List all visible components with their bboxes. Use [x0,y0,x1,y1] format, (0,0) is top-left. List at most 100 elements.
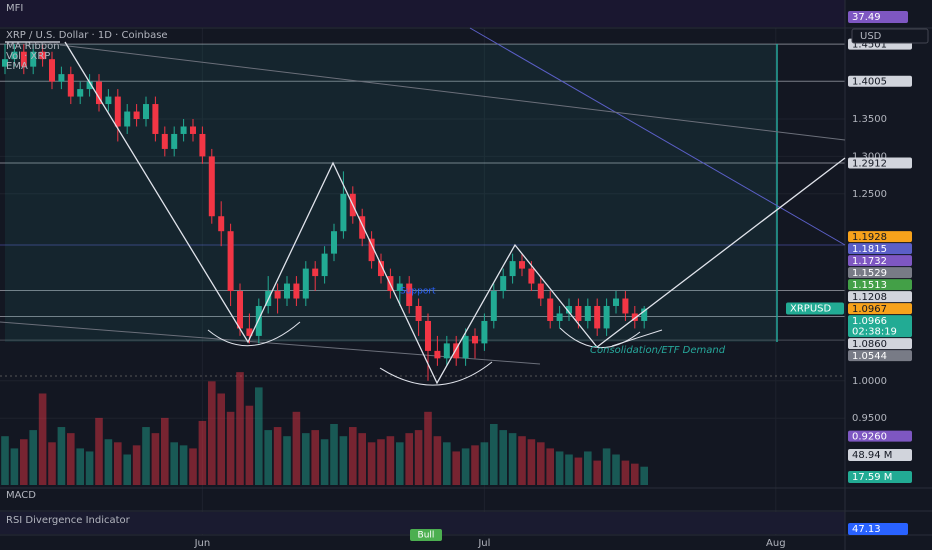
volume-bar [76,448,84,485]
pane-badge-label: 37.49 [852,12,881,23]
candle-body [190,126,196,134]
volume-bar [292,411,301,485]
volume-bar [123,454,131,485]
price-badge [848,350,912,362]
currency: USD [860,31,882,42]
candle-body [114,96,121,127]
signal-tag-label: Bull [418,531,435,541]
candle-body [152,104,159,134]
price-badge [848,157,912,169]
countdown: 02:38:19 [852,327,897,338]
candle-body [227,231,234,292]
candle-body [537,283,544,299]
volume-bar [132,445,141,485]
volume-bar [443,442,451,485]
y-tick-label: 0.9500 [852,413,887,424]
candle-body [2,59,8,67]
pane-label: RSI Divergence Indicator [6,515,131,526]
volume-bar [161,417,169,485]
annotation: Consolidation/ETF Demand [590,345,726,356]
candle-body [49,59,55,82]
candle-body [67,74,74,97]
volume-bar [48,442,56,485]
price-badge-label: 1.1815 [852,244,887,255]
price-badge-label: 1.4005 [852,77,887,88]
volume-bar [621,460,630,485]
pane-label: MFI [6,3,23,14]
pattern-curve [559,327,641,348]
candle-body [594,305,601,329]
volume-bar [245,405,254,485]
volume-bar [631,463,639,485]
price-badge [848,279,912,291]
candle-body [77,89,84,97]
x-tick-label: Jun [194,538,211,549]
trend-line [59,44,846,141]
price-badge [848,303,912,315]
trend-line [0,321,541,365]
candle-body [396,283,403,292]
volume-bar [461,448,470,485]
price-badge-label: 0.9260 [852,431,887,442]
volume-badge-label: 17.59 M [852,472,892,483]
volume-bar [602,448,611,485]
volume-bar [1,436,9,485]
candle-body [284,283,290,299]
candle-body [472,335,478,344]
volume-bar [555,451,564,485]
volume-bar [170,442,178,485]
candle-body [378,261,384,277]
candle-body [528,268,535,284]
candle-body [11,51,18,60]
plot [1,44,648,485]
candle-body [453,343,460,359]
candle-body [218,216,225,232]
candle-body [519,261,525,269]
pane-badge-label: 47.13 [852,524,881,535]
candle-body [425,320,431,351]
volume-bar [255,387,263,485]
volume-bar [593,460,601,485]
volume-bar [311,430,319,485]
volume-bar [480,442,489,485]
price-badge-label: 1.0860 [852,339,887,350]
price-badge [848,338,912,350]
volume-bar [424,411,432,485]
price-badge [848,430,912,442]
price-badge-label: 1.0966 [852,316,887,327]
candle-body [359,216,366,239]
volume-bar [574,457,583,485]
volume-bar [273,427,282,485]
volume-bar [217,393,225,485]
symbol-tag-label: XRPUSD [790,304,831,315]
price-badge-label: 1.1732 [852,256,887,267]
volume-bar [198,420,207,485]
range-box [5,44,777,342]
volume-badge-label: 48.94 M [852,450,892,461]
candle-body [86,81,93,90]
volume-bar [386,436,395,485]
volume-bar [283,436,291,485]
candle-body [331,231,337,254]
candle-body [30,51,37,67]
volume-bar [330,424,338,485]
candle-body [622,298,629,314]
y-tick-label: 1.3500 [852,114,887,125]
pattern-curve [379,361,493,386]
price-badge [848,315,912,338]
candle-body [180,126,187,134]
volume-bar [518,436,526,485]
volume-bar [95,417,103,485]
volume-bar [584,451,592,485]
candle-body [312,268,319,277]
price-badge-label: 1.4501 [852,39,887,50]
price-badge [848,255,912,267]
rsi-pane [0,512,845,534]
y-tick-label: 1.0000 [852,376,887,387]
candle-body [547,298,554,321]
x-tick-label: Aug [766,538,786,549]
price-badge [848,231,912,243]
currency-box[interactable] [851,28,929,44]
candle-body [255,305,262,336]
